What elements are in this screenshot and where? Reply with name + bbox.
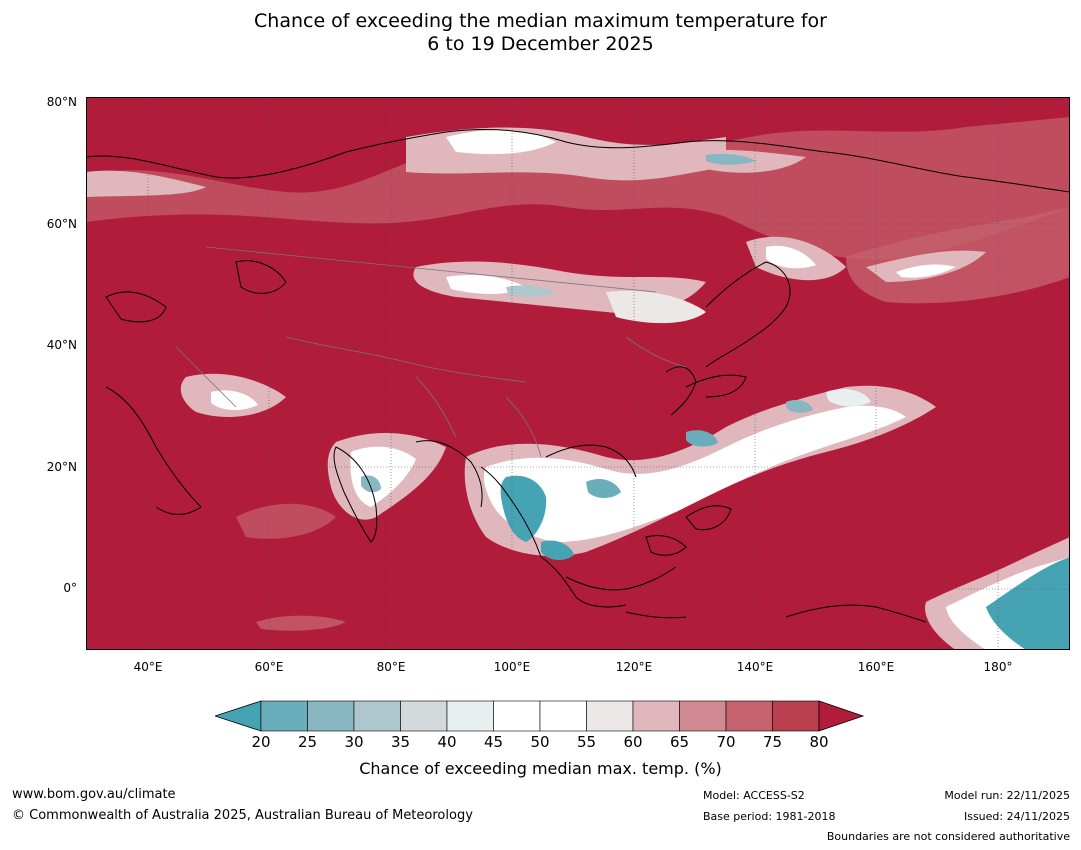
colorbar-segment bbox=[772, 700, 820, 732]
central-asia-field bbox=[413, 261, 706, 324]
model-run-text: Model run: 22/11/2025 bbox=[944, 789, 1070, 802]
colorbar-segment bbox=[493, 700, 541, 732]
colorbar-tick-label: 55 bbox=[576, 733, 597, 751]
colorbar-segment bbox=[307, 700, 355, 732]
colorbar-tick-label: 75 bbox=[762, 733, 783, 751]
colorbar-right-arrow bbox=[818, 700, 865, 732]
disclaimer-text: Boundaries are not considered authoritat… bbox=[826, 830, 1070, 843]
forecast-map bbox=[86, 97, 1070, 650]
southwest-pacific-field bbox=[925, 537, 1070, 650]
lon-label-80e: 80°E bbox=[376, 660, 406, 674]
colorbar-segment bbox=[260, 700, 308, 732]
lat-label-80n: 80°N bbox=[46, 95, 77, 109]
south-asia-field bbox=[236, 385, 936, 631]
colorbar-tick-label: 30 bbox=[344, 733, 364, 751]
lon-label-120e: 120°E bbox=[615, 660, 653, 674]
base-period-text: Base period: 1981-2018 bbox=[703, 810, 836, 823]
colorbar-segment bbox=[353, 700, 401, 732]
colorbar-segment bbox=[539, 700, 587, 732]
map-svg bbox=[86, 97, 1070, 650]
colorbar bbox=[213, 700, 867, 736]
colorbar-segment bbox=[632, 700, 680, 732]
lon-label-180: 180° bbox=[983, 660, 1013, 674]
lat-label-40n: 40°N bbox=[46, 338, 77, 352]
colorbar-segment bbox=[400, 700, 448, 732]
lon-label-140e: 140°E bbox=[736, 660, 774, 674]
colorbar-segment bbox=[586, 700, 634, 732]
lat-label-equator: 0° bbox=[63, 581, 77, 595]
colorbar-segment bbox=[679, 700, 727, 732]
lon-label-60e: 60°E bbox=[254, 660, 284, 674]
model-text: Model: ACCESS-S2 bbox=[703, 789, 805, 802]
map-title-line2: 6 to 19 December 2025 bbox=[427, 33, 654, 55]
colorbar-tick-label: 40 bbox=[437, 733, 457, 751]
colorbar-tick-label: 60 bbox=[623, 733, 643, 751]
lat-label-20n: 20°N bbox=[46, 460, 77, 474]
website-link[interactable]: www.bom.gov.au/climate bbox=[12, 787, 176, 802]
country-borders bbox=[175, 246, 687, 458]
lon-label-100e: 100°E bbox=[493, 660, 531, 674]
colorbar-tick-label: 20 bbox=[251, 733, 271, 751]
colorbar-tick-label: 50 bbox=[530, 733, 550, 751]
map-frame bbox=[86, 97, 1070, 650]
lon-label-160e: 160°E bbox=[857, 660, 895, 674]
colorbar-label: Chance of exceeding median max. temp. (%… bbox=[359, 759, 722, 778]
colorbar-tick-label: 25 bbox=[297, 733, 318, 751]
colorbar-left-arrow bbox=[213, 700, 262, 732]
graticule bbox=[86, 97, 1070, 650]
middle-east-field bbox=[180, 373, 286, 417]
copyright-text: © Commonwealth of Australia 2025, Austra… bbox=[12, 808, 473, 823]
colorbar-svg bbox=[213, 700, 865, 732]
coastlines bbox=[86, 128, 1070, 623]
lat-label-60n: 60°N bbox=[46, 217, 77, 231]
colorbar-segment bbox=[446, 700, 494, 732]
colorbar-tick-label: 80 bbox=[809, 733, 829, 751]
lon-label-40e: 40°E bbox=[133, 660, 163, 674]
issued-text: Issued: 24/11/2025 bbox=[963, 810, 1070, 823]
colorbar-tick-label: 45 bbox=[483, 733, 504, 751]
colorbar-tick-label: 70 bbox=[716, 733, 736, 751]
colorbar-segment bbox=[725, 700, 773, 732]
colorbar-tick-label: 65 bbox=[669, 733, 690, 751]
colorbar-tick-label: 35 bbox=[390, 733, 411, 751]
map-title-line1: Chance of exceeding the median maximum t… bbox=[254, 10, 827, 32]
